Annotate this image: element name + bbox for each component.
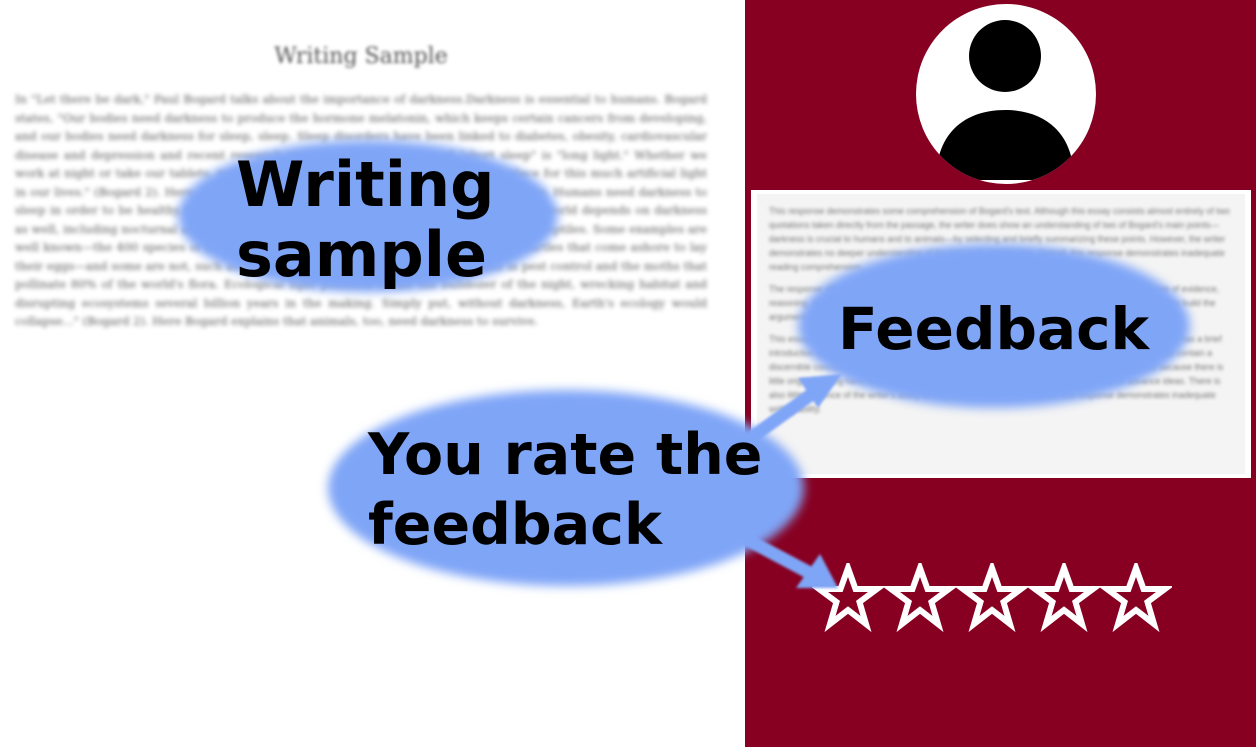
star-rating: [809, 559, 1175, 633]
writing-sample-callout-bubble: [178, 140, 558, 292]
user-avatar-icon: [916, 4, 1096, 184]
writing-sample-title: Writing Sample: [274, 44, 448, 69]
writing-sample-callout-label: Writing sample: [236, 148, 495, 291]
star-2-icon[interactable]: [881, 559, 959, 633]
star-4-icon[interactable]: [1025, 559, 1103, 633]
feedback-callout-label: Feedback: [838, 295, 1150, 363]
star-1-icon[interactable]: [809, 559, 887, 633]
star-3-icon[interactable]: [953, 559, 1031, 633]
feedback-callout-bubble: [798, 244, 1190, 408]
star-5-icon[interactable]: [1097, 559, 1175, 633]
rate-callout-bubble: [328, 390, 804, 586]
arrow-to-feedback-head: [798, 374, 842, 408]
arrow-to-stars-head: [796, 554, 838, 588]
rate-callout-label: You rate the feedback: [368, 422, 763, 558]
